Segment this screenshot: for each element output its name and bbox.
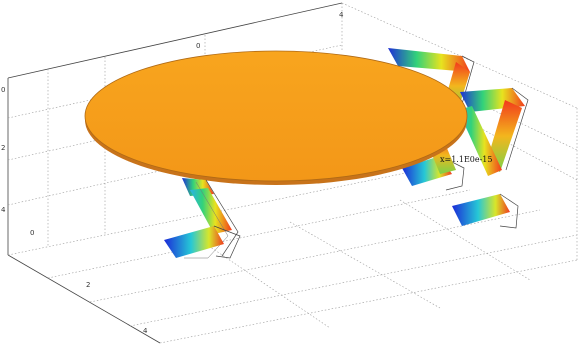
leg-outline: [213, 225, 241, 259]
tick-labels: 0 4 0 2 4 0 2 4: [1, 11, 344, 335]
leg-foot: [452, 194, 510, 226]
grid-line: [199, 239, 331, 329]
leg-segment: [388, 48, 470, 72]
leg-segment: [486, 100, 522, 172]
tick-label-left: 4: [1, 206, 6, 214]
tick-label-top: 0: [196, 42, 200, 50]
tick-label-front: 2: [86, 281, 90, 289]
leg-foot: [164, 226, 224, 258]
leg-outline: [499, 193, 519, 229]
grid-line: [7, 85, 343, 161]
plate: [84, 50, 468, 185]
grid-line: [289, 221, 441, 309]
grid-line: [399, 199, 531, 281]
grid-bottom-right: [159, 259, 578, 344]
tick-label-front: 4: [143, 327, 148, 335]
tick-label-left: 0: [1, 86, 5, 94]
grid-line: [89, 209, 541, 303]
leg-segment: [458, 106, 502, 176]
leg-outline: [461, 55, 475, 105]
tick-label-left: 2: [1, 144, 5, 152]
tick-label-front: 0: [30, 229, 34, 237]
tick-label-top: 4: [339, 11, 344, 19]
leg-front-left: [164, 178, 241, 259]
leg-outline: [505, 87, 529, 171]
axis-top-edge: [7, 2, 343, 79]
grid-line: [7, 129, 343, 206]
leg-outline: [205, 179, 239, 257]
grid-top-edge-back: [341, 2, 578, 109]
axis-bottom-edge: [7, 254, 161, 344]
value-annotation: x=1.1E0e-15: [440, 155, 492, 164]
leg-outline: [184, 181, 229, 259]
plate-surface: [84, 50, 468, 182]
grid-line: [129, 234, 578, 327]
leg-segment: [190, 188, 232, 234]
